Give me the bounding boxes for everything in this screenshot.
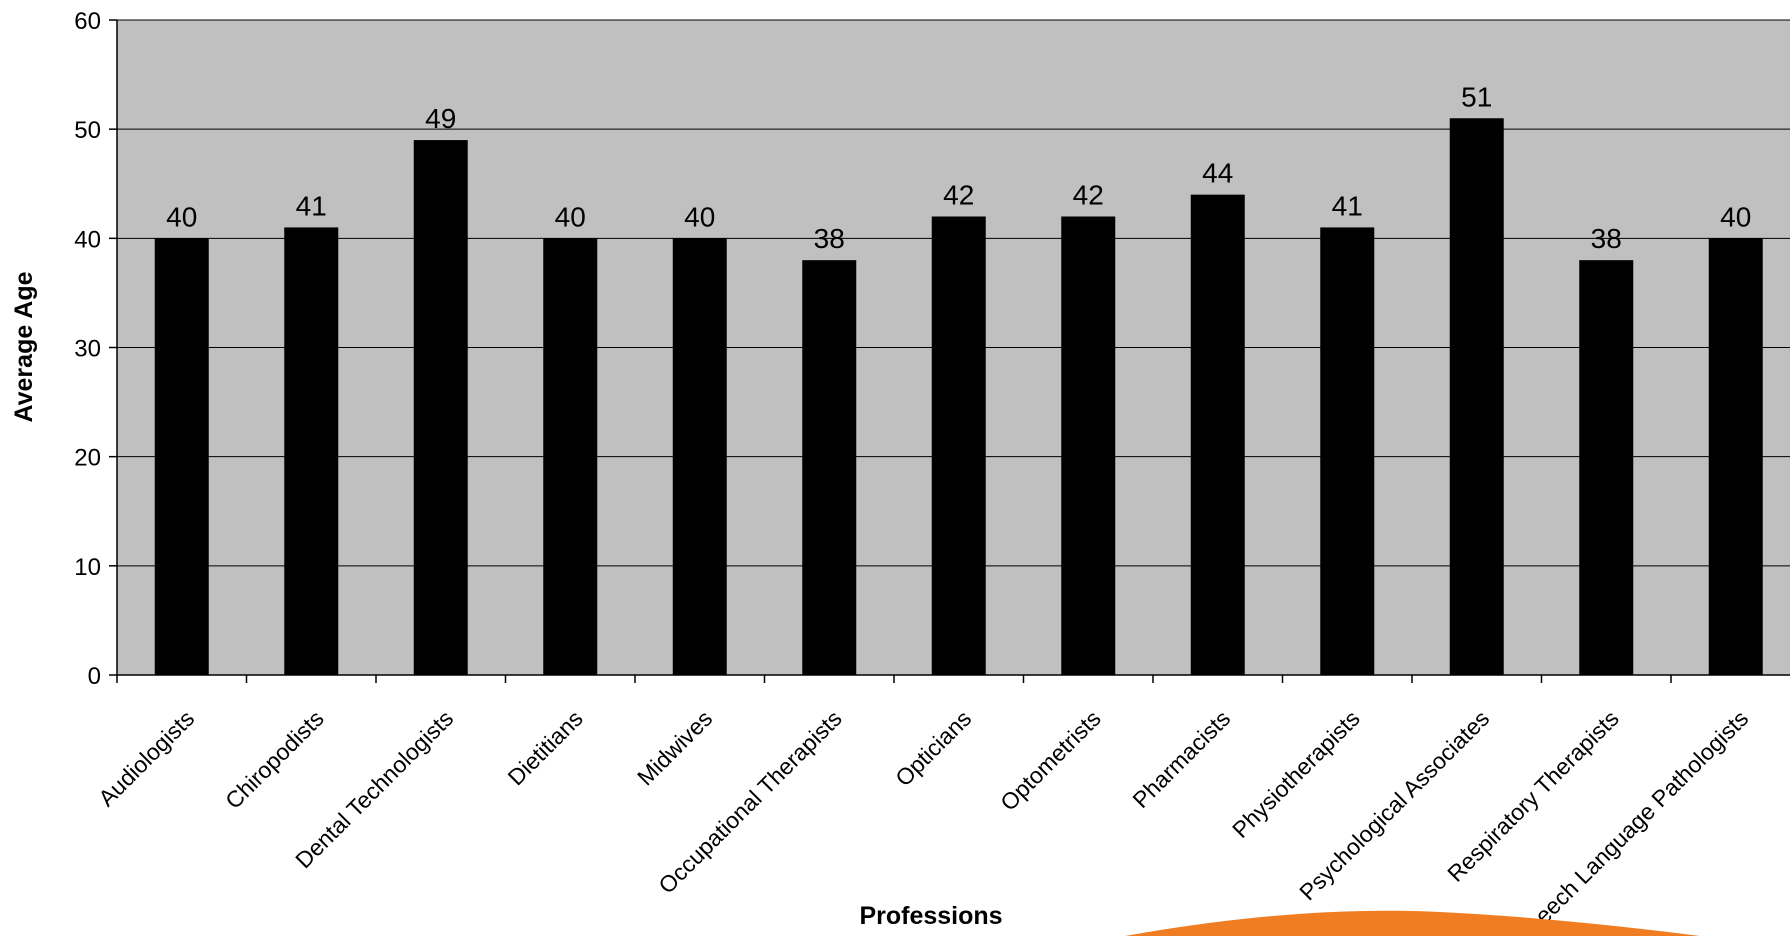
bar bbox=[413, 140, 468, 676]
y-tick-label: 30 bbox=[74, 336, 101, 363]
data-labels: 40 41 49 40 40 38 42 42 44 41 51 38 40 bbox=[166, 81, 1751, 254]
x-category-label: Optometrists bbox=[995, 705, 1106, 816]
bar bbox=[154, 238, 209, 676]
bar bbox=[931, 216, 986, 675]
data-label: 40 bbox=[684, 201, 715, 232]
data-label: 49 bbox=[425, 103, 456, 134]
bar bbox=[1708, 238, 1763, 676]
data-label: 44 bbox=[1202, 158, 1233, 189]
orange-decoration bbox=[1125, 910, 1700, 936]
x-category-label: Audiologists bbox=[93, 705, 199, 811]
bar bbox=[802, 260, 857, 675]
bar bbox=[284, 227, 339, 675]
y-tick-label: 40 bbox=[74, 226, 101, 253]
data-label: 40 bbox=[555, 201, 586, 232]
x-category-label: Dietitians bbox=[503, 705, 588, 790]
data-label: 40 bbox=[166, 201, 197, 232]
axes bbox=[109, 19, 1790, 683]
bar bbox=[1061, 216, 1116, 675]
x-category-label: Physiotherapists bbox=[1227, 705, 1365, 843]
y-tick-labels: 0 10 20 30 40 50 60 bbox=[74, 8, 101, 690]
bar bbox=[1579, 260, 1634, 675]
data-label: 42 bbox=[943, 180, 974, 211]
bar bbox=[1190, 194, 1245, 675]
x-axis-title: Professions bbox=[859, 902, 1002, 930]
bar bbox=[1320, 227, 1375, 675]
y-tick-label: 50 bbox=[74, 117, 101, 144]
bars bbox=[154, 118, 1763, 676]
data-label: 41 bbox=[1332, 190, 1363, 221]
data-label: 40 bbox=[1720, 201, 1751, 232]
y-tick-label: 60 bbox=[74, 8, 101, 35]
data-label: 41 bbox=[296, 190, 327, 221]
x-category-label: Midwives bbox=[632, 705, 717, 790]
y-axis-title: Average Age bbox=[10, 271, 38, 422]
x-category-label: Opticians bbox=[890, 705, 976, 791]
x-category-label: Pharmacists bbox=[1127, 705, 1235, 813]
x-category-label: Chiropodists bbox=[220, 705, 329, 814]
data-label: 42 bbox=[1073, 180, 1104, 211]
x-category-label: Speech Language Pathologists bbox=[1510, 705, 1754, 936]
data-label: 51 bbox=[1461, 81, 1492, 112]
data-label: 38 bbox=[1591, 223, 1622, 254]
y-tick-label: 20 bbox=[74, 445, 101, 472]
data-label: 38 bbox=[814, 223, 845, 254]
bar bbox=[1449, 118, 1504, 675]
bar bbox=[672, 238, 727, 676]
y-tick-label: 10 bbox=[74, 554, 101, 581]
bar bbox=[543, 238, 598, 676]
y-tick-label: 0 bbox=[88, 663, 101, 690]
